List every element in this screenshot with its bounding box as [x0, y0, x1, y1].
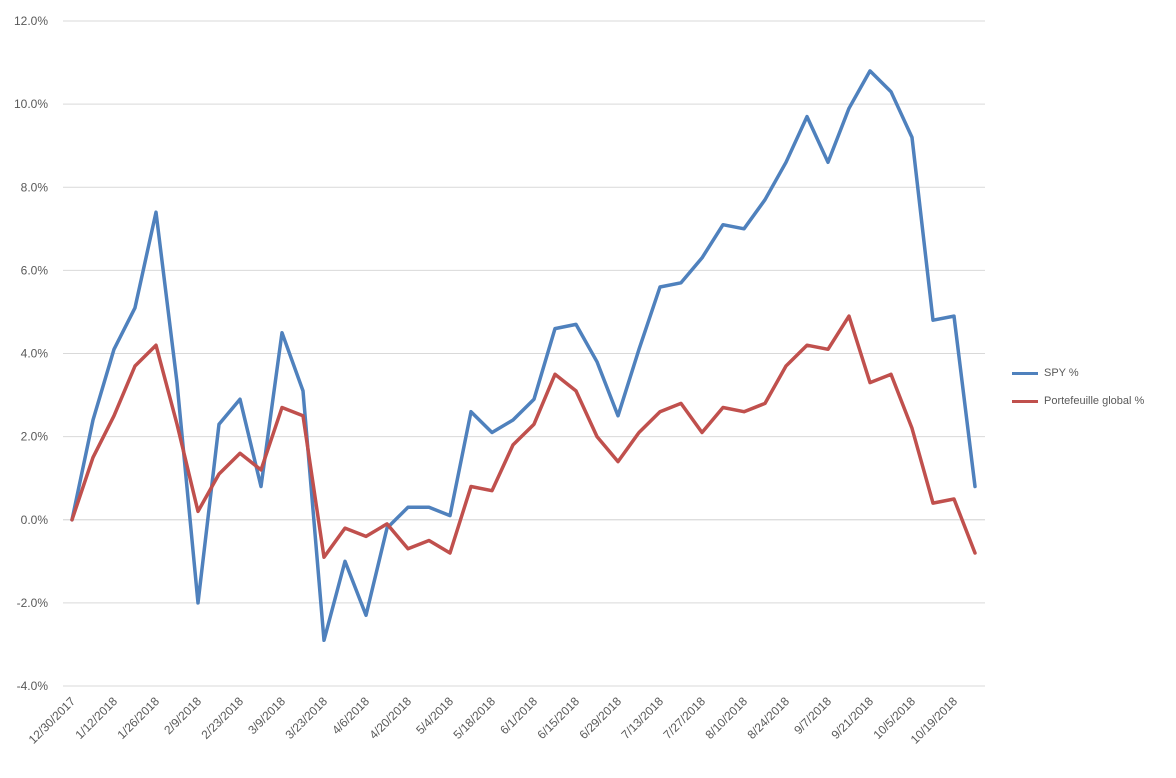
y-tick-label: 8.0% — [21, 180, 49, 194]
series-line-1 — [70, 314, 977, 559]
y-tick-label: 10.0% — [14, 97, 48, 111]
x-tick-label: 3/9/2018 — [245, 694, 288, 737]
x-tick-label: 9/21/2018 — [828, 694, 876, 742]
series-lines — [70, 69, 977, 643]
legend-item-portefeuille: Portefeuille global % — [1012, 392, 1172, 410]
x-tick-label: 12/30/2017 — [26, 694, 79, 747]
x-tick-label: 7/27/2018 — [660, 694, 708, 742]
legend-item-spy: SPY % — [1012, 364, 1172, 382]
y-tick-label: 6.0% — [21, 263, 49, 277]
y-tick-label: 2.0% — [21, 430, 49, 444]
x-tick-label: 6/1/2018 — [497, 694, 540, 737]
legend-swatch-spy — [1012, 371, 1038, 375]
x-tick-label: 1/26/2018 — [114, 694, 162, 742]
y-tick-label: 0.0% — [21, 513, 49, 527]
y-axis-tick-labels: 12.0% 10.0% 8.0% 6.0% 4.0% 2.0% 0.0% -2.0% -4.0% — [14, 14, 48, 693]
x-tick-label: 2/9/2018 — [161, 694, 204, 737]
x-tick-label: 5/4/2018 — [413, 694, 456, 737]
legend-swatch-portefeuille — [1012, 399, 1038, 403]
legend: SPY % Portefeuille global % — [1012, 364, 1172, 420]
y-tick-label: 4.0% — [21, 347, 49, 361]
x-tick-label: 5/18/2018 — [450, 694, 498, 742]
x-tick-label: 3/23/2018 — [282, 694, 330, 742]
series-line-0 — [70, 69, 977, 643]
y-tick-label: -2.0% — [17, 596, 49, 610]
x-tick-label: 6/15/2018 — [534, 694, 582, 742]
legend-label-spy: SPY % — [1044, 367, 1079, 379]
x-tick-label: 8/24/2018 — [744, 694, 792, 742]
x-tick-label: 6/29/2018 — [576, 694, 624, 742]
x-tick-label: 7/13/2018 — [618, 694, 666, 742]
x-tick-label: 2/23/2018 — [198, 694, 246, 742]
x-tick-label: 8/10/2018 — [702, 694, 750, 742]
x-tick-label: 1/12/2018 — [72, 694, 120, 742]
y-tick-label: -4.0% — [17, 679, 49, 693]
x-tick-label: 4/6/2018 — [329, 694, 372, 737]
legend-label-portefeuille: Portefeuille global % — [1044, 395, 1145, 407]
y-tick-label: 12.0% — [14, 14, 48, 28]
x-tick-label: 4/20/2018 — [366, 694, 414, 742]
x-tick-label: 9/7/2018 — [791, 694, 834, 737]
